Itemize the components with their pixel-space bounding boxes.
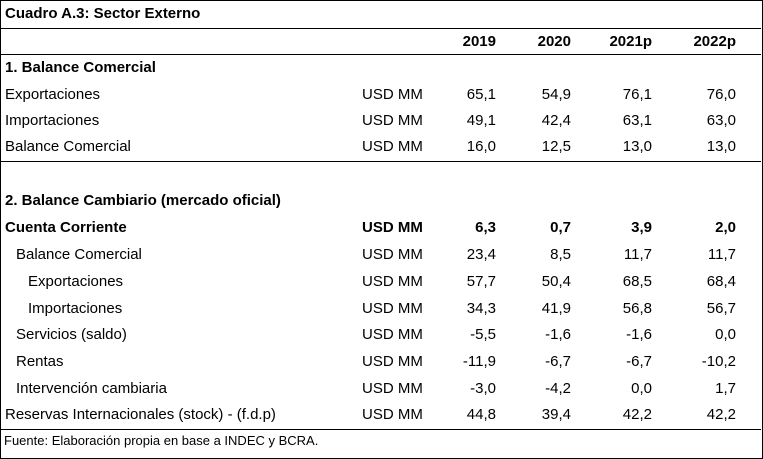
row-label: Exportaciones [28,273,124,290]
row-label: Cuenta Corriente [5,219,127,236]
year-header-2019: 2019 [462,33,496,50]
cell-2021p: 56,8 [622,300,652,317]
title-row: Cuadro A.3: Sector Externo [0,0,761,29]
cell-2021p: 42,2 [622,406,652,423]
row-unit: USD MM [362,380,423,397]
row-unit: USD MM [362,326,423,343]
row-unit: USD MM [362,300,423,317]
cell-2020: 8,5 [550,246,571,263]
cell-2020: -4,2 [545,380,571,397]
row-unit: USD MM [362,406,423,423]
cell-2020: 41,9 [541,300,571,317]
row-unit: USD MM [362,353,423,370]
section1-heading-row: 1. Balance Comercial [0,55,761,81]
cell-2019: -3,0 [470,380,496,397]
row-label: Balance Comercial [5,138,131,155]
row-label: Intervención cambiaria [16,380,167,397]
cell-2022p: 1,7 [715,380,736,397]
section2-heading-row: 2. Balance Cambiario (mercado oficial) [0,188,761,214]
cell-2019: 49,1 [466,112,496,129]
row-unit: USD MM [362,86,423,103]
cell-2021p: 63,1 [622,112,652,129]
cell-2021p: 3,9 [631,219,652,236]
section-divider [0,161,761,162]
cell-2020: -6,7 [545,353,571,370]
year-header-2022p: 2022p [693,33,736,50]
cell-2020: 50,4 [541,273,571,290]
year-header-2021p: 2021p [609,33,652,50]
cell-2022p: 0,0 [715,326,736,343]
table-row: Servicios (saldo) USD MM -5,5 -1,6 -1,6 … [0,322,761,348]
row-label: Reservas Internacionales (stock) - (f.d.… [5,406,276,423]
cell-2019: 44,8 [466,406,496,423]
cell-2022p: 68,4 [706,273,736,290]
table-row: Balance Comercial USD MM 23,4 8,5 11,7 1… [0,242,761,268]
source-note: Fuente: Elaboración propia en base a IND… [4,433,319,448]
cell-2021p: 13,0 [622,138,652,155]
cell-2022p: 2,0 [715,219,736,236]
row-label: Balance Comercial [16,246,142,263]
cell-2021p: -6,7 [626,353,652,370]
cell-2019: -5,5 [470,326,496,343]
table-row: Intervención cambiaria USD MM -3,0 -4,2 … [0,376,761,402]
cell-2020: 12,5 [541,138,571,155]
cell-2019: 65,1 [466,86,496,103]
table-row: Balance Comercial USD MM 16,0 12,5 13,0 … [0,134,761,160]
cell-2019: 23,4 [466,246,496,263]
cell-2022p: 76,0 [706,86,736,103]
cell-2022p: 13,0 [706,138,736,155]
table-row: Cuenta Corriente USD MM 6,3 0,7 3,9 2,0 [0,215,761,241]
row-unit: USD MM [362,273,423,290]
cell-2019: 57,7 [466,273,496,290]
cell-2022p: 63,0 [706,112,736,129]
cell-2020: 39,4 [541,406,571,423]
cell-2021p: 68,5 [622,273,652,290]
cell-2022p: 11,7 [707,246,736,263]
footer-divider [0,429,761,430]
row-label: Rentas [16,353,64,370]
table-row: Importaciones USD MM 49,1 42,4 63,1 63,0 [0,108,761,134]
cell-2020: 0,7 [550,219,571,236]
cell-2019: -11,9 [462,353,496,370]
cell-2019: 34,3 [466,300,496,317]
cell-2021p: 76,1 [622,86,652,103]
table-row: Reservas Internacionales (stock) - (f.d.… [0,402,761,428]
table-row: Exportaciones USD MM 65,1 54,9 76,1 76,0 [0,82,761,108]
header-row: 2019 2020 2021p 2022p [0,29,761,55]
cell-2019: 6,3 [475,219,496,236]
row-label: Importaciones [5,112,100,129]
cell-2021p: 11,7 [623,246,652,263]
row-unit: USD MM [362,112,423,129]
table-title: Cuadro A.3: Sector Externo [5,5,201,22]
cell-2021p: 0,0 [631,380,652,397]
row-unit: USD MM [362,138,423,155]
section-heading: 2. Balance Cambiario (mercado oficial) [5,192,281,209]
row-label: Servicios (saldo) [16,326,127,343]
table-row: Exportaciones USD MM 57,7 50,4 68,5 68,4 [0,269,761,295]
cell-2020: 54,9 [541,86,571,103]
cell-2022p: 42,2 [706,406,736,423]
cell-2021p: -1,6 [626,326,652,343]
cell-2022p: 56,7 [706,300,736,317]
table-row: Importaciones USD MM 34,3 41,9 56,8 56,7 [0,296,761,322]
cell-2020: -1,6 [545,326,571,343]
cell-2020: 42,4 [541,112,571,129]
year-header-2020: 2020 [537,33,571,50]
row-unit: USD MM [362,246,423,263]
table-row: Rentas USD MM -11,9 -6,7 -6,7 -10,2 [0,349,761,375]
section-heading: 1. Balance Comercial [5,59,156,76]
cell-2019: 16,0 [466,138,496,155]
row-label: Importaciones [28,300,123,317]
cell-2022p: -10,2 [701,353,736,370]
row-unit: USD MM [362,219,423,236]
row-label: Exportaciones [5,86,101,103]
